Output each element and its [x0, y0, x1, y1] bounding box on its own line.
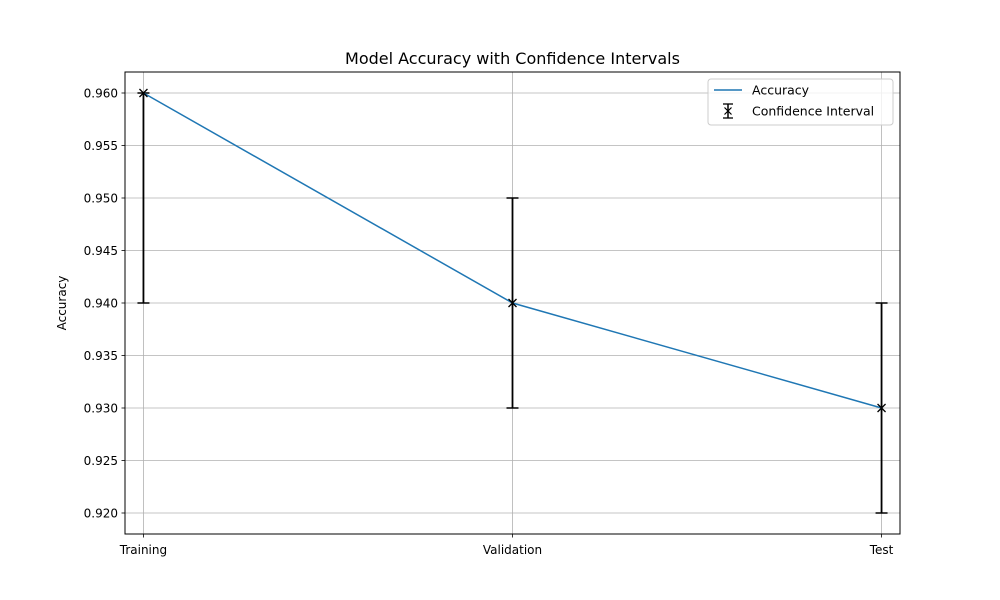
legend-label-accuracy: Accuracy — [752, 83, 810, 98]
y-axis: 0.920 0.925 0.930 0.935 0.940 0.945 0.950 0.955… — [84, 86, 125, 520]
legend-label-confidence: Confidence Interval — [752, 104, 874, 119]
x-tick-label: Validation — [483, 543, 542, 557]
y-tick-label: 0.920 — [84, 506, 118, 520]
legend: Accuracy Confidence Interval — [707, 78, 894, 126]
y-tick-label: 0.935 — [84, 349, 118, 363]
y-tick-label: 0.950 — [84, 191, 118, 205]
y-axis-label: Accuracy — [55, 276, 69, 331]
legend-errorbar-swatch — [723, 103, 733, 119]
data-markers — [138, 88, 887, 413]
data-point-marker — [138, 88, 148, 98]
data-point-marker — [877, 403, 887, 413]
x-tick-label: Test — [869, 543, 894, 557]
data-point-marker — [508, 298, 517, 308]
x-axis: Training Validation Test — [119, 534, 894, 557]
x-tick-label: Training — [119, 543, 167, 557]
y-tick-label: 0.940 — [84, 296, 118, 310]
y-tick-label: 0.960 — [84, 86, 118, 100]
y-tick-label: 0.945 — [84, 244, 118, 258]
y-tick-label: 0.955 — [84, 139, 118, 153]
y-tick-label: 0.925 — [84, 454, 118, 468]
chart-title: Model Accuracy with Confidence Intervals — [345, 49, 680, 68]
y-tick-label: 0.930 — [84, 401, 118, 415]
legend-box — [707, 78, 894, 126]
